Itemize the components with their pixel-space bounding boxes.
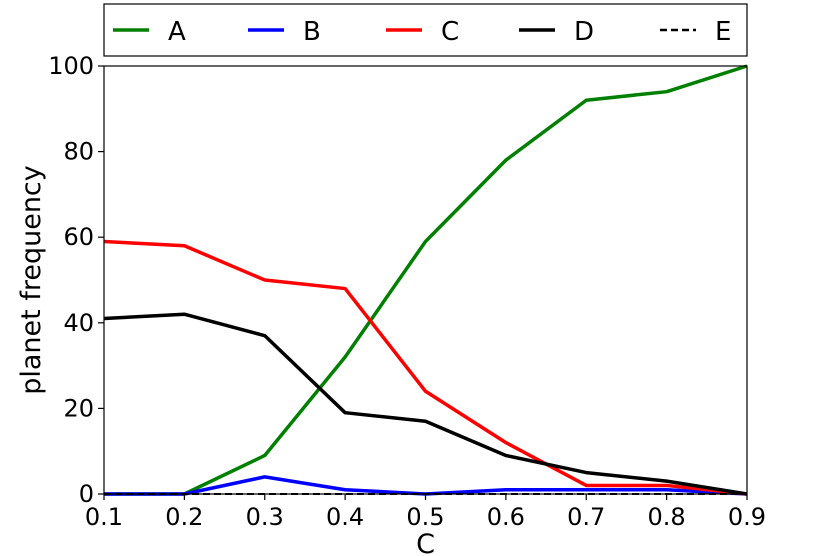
y-tick-label: 60 [63, 223, 94, 251]
y-tick-label: 100 [48, 52, 94, 80]
legend-label-e: E [715, 17, 731, 47]
y-tick-label: 20 [63, 394, 94, 422]
series-line-d [103, 312, 748, 496]
y-tick-label: 0 [79, 480, 94, 508]
y-tick-label: 40 [63, 309, 94, 337]
x-tick-label: 0.5 [406, 503, 444, 531]
axes: 0.1 0.2 0.3 0.4 0.5 0.6 0.7 0.8 0.9 0 20 40 60 80 100 [48, 52, 766, 531]
legend: A B C D E [103, 3, 748, 57]
legend-label-b: B [303, 17, 321, 47]
x-axis-label: C [416, 529, 435, 556]
series-line-a [104, 64, 748, 496]
x-tick-label: 0.4 [326, 503, 364, 531]
legend-label-d: D [574, 17, 594, 47]
legend-label-a: A [168, 17, 186, 47]
x-tick-label: 0.9 [728, 503, 766, 531]
x-tick-label: 0.1 [85, 503, 123, 531]
y-tick-label: 80 [63, 138, 94, 166]
legend-label-c: C [441, 17, 459, 47]
y-axis-label: planet frequency [16, 165, 47, 395]
x-tick-label: 0.7 [567, 503, 605, 531]
plot-frame [103, 65, 748, 495]
x-tick-label: 0.3 [246, 503, 284, 531]
series-line-c [103, 239, 748, 496]
plot-area [103, 64, 748, 496]
x-tick-label: 0.6 [487, 503, 525, 531]
legend-frame [103, 3, 748, 57]
x-tick-label: 0.8 [648, 503, 686, 531]
x-tick-label: 0.2 [165, 503, 203, 531]
